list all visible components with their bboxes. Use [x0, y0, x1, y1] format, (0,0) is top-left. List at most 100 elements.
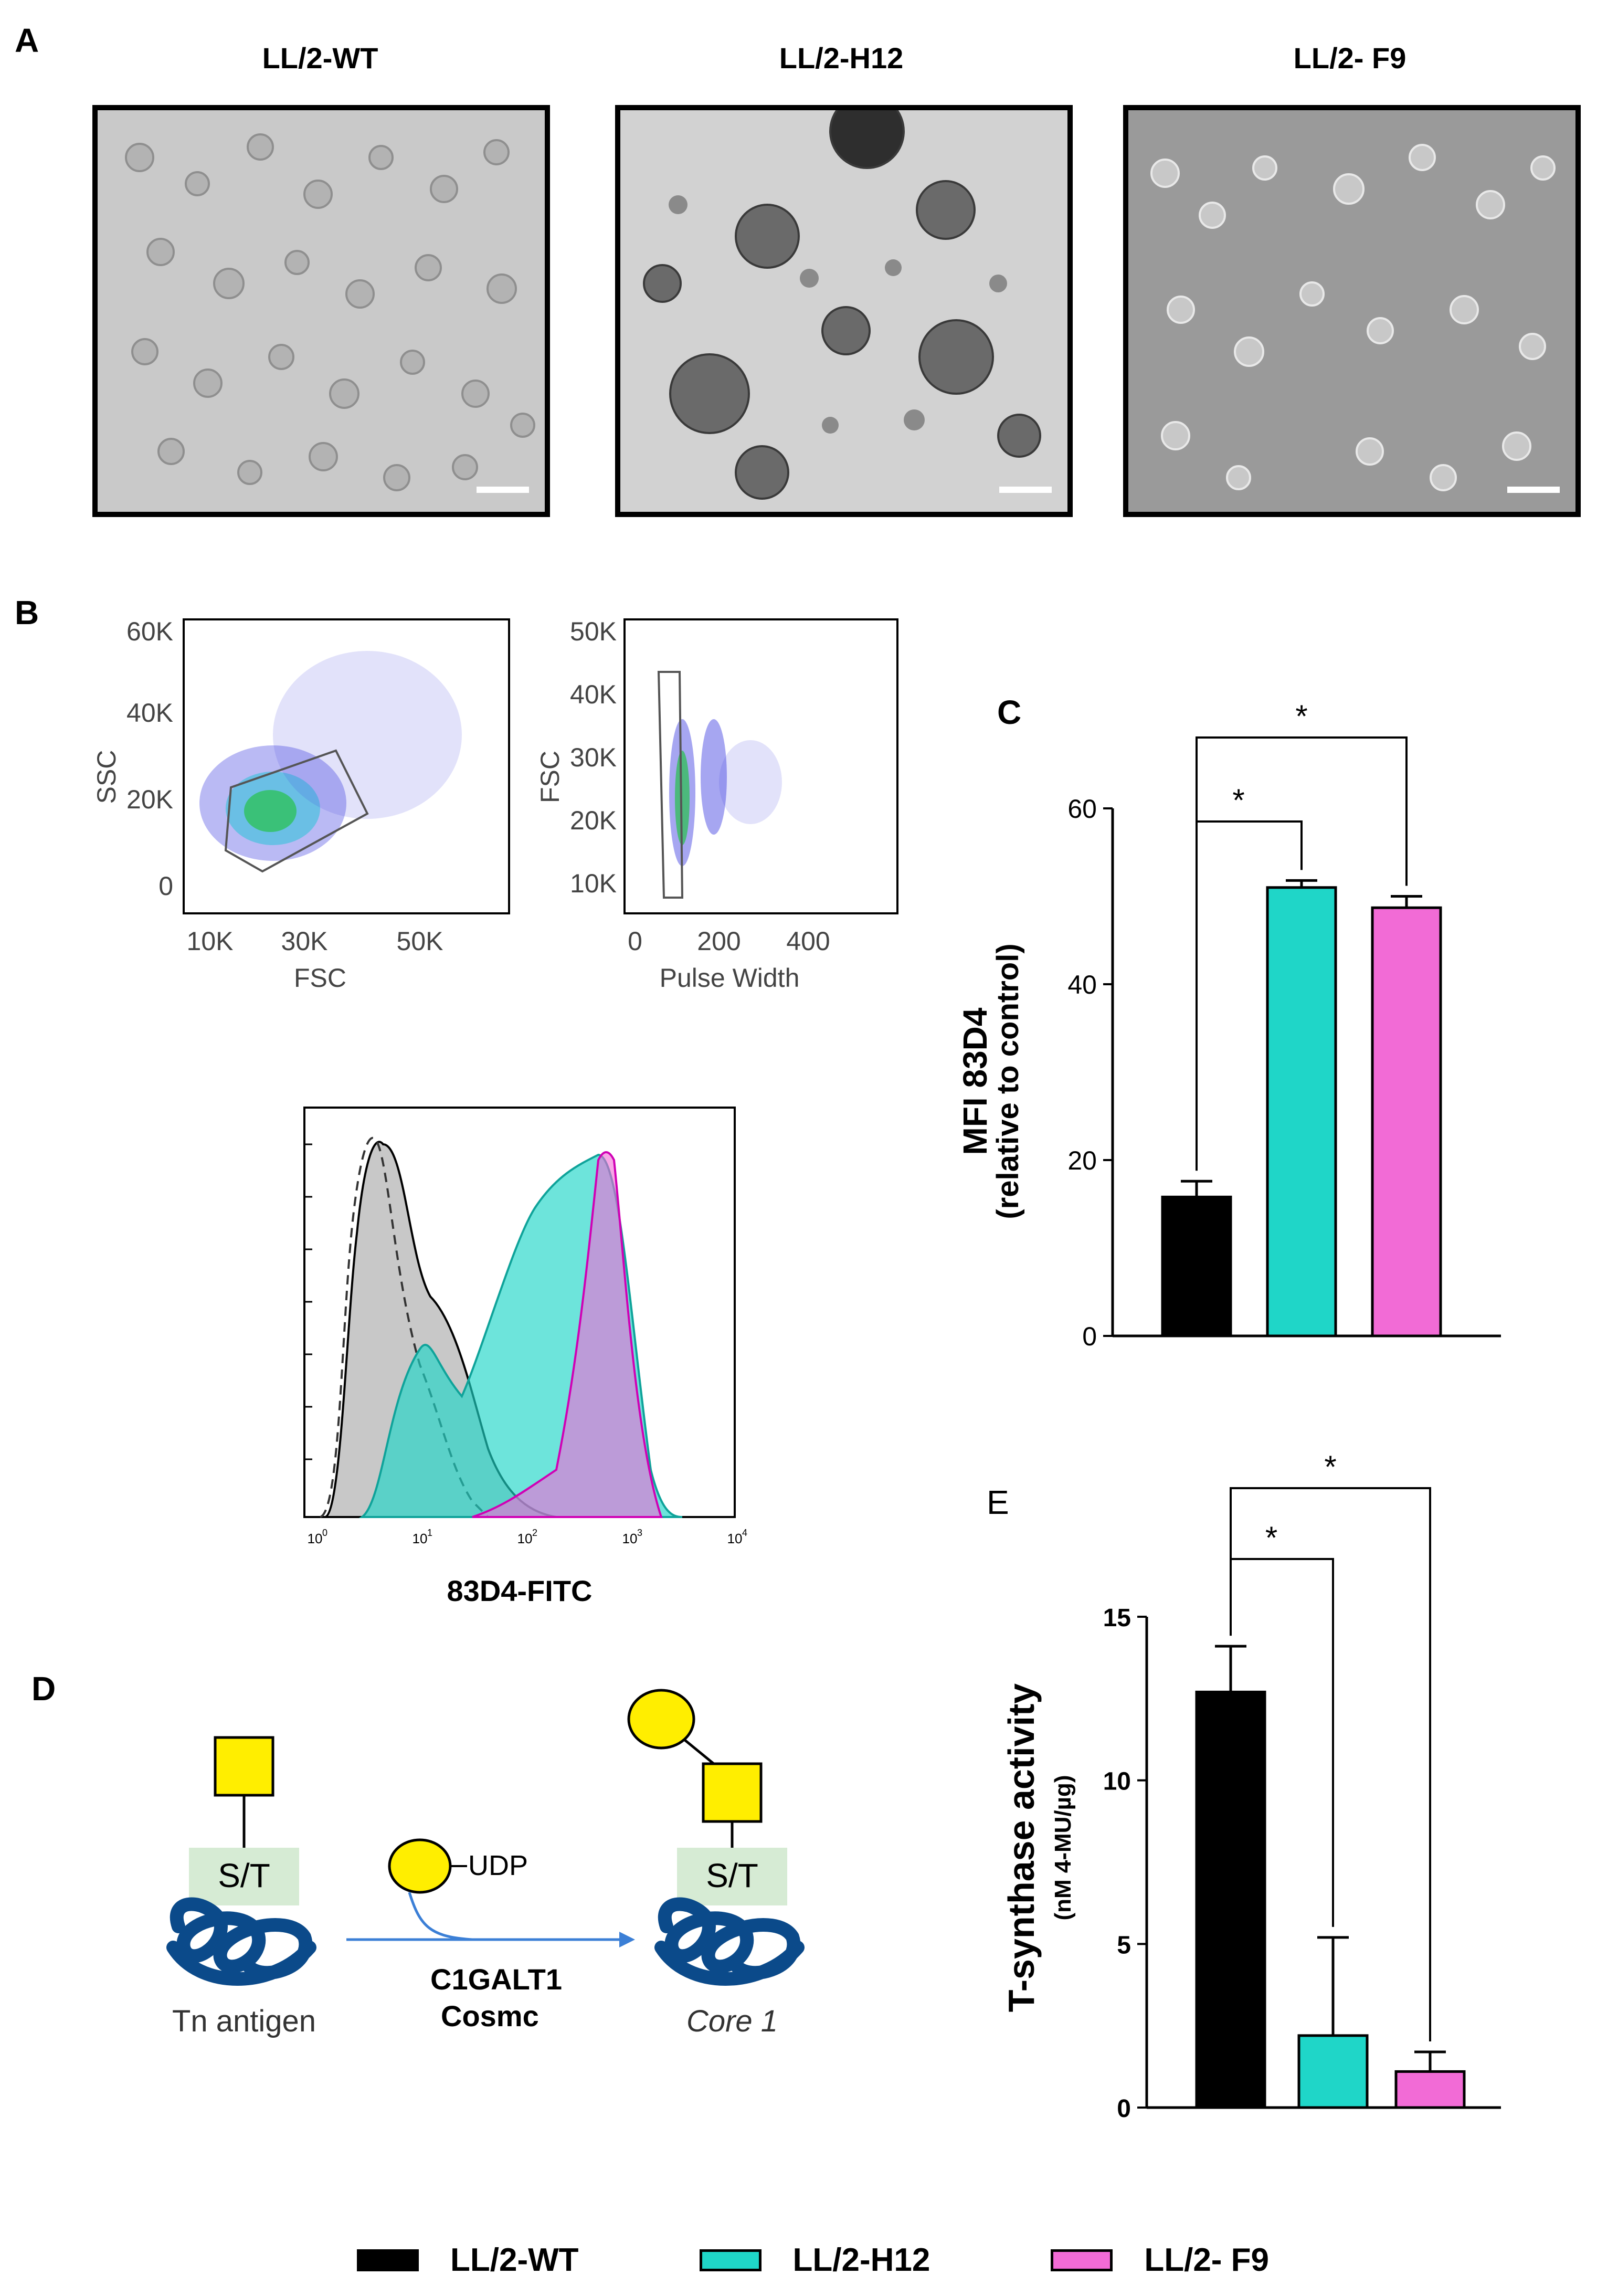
scatter-cloud: [669, 719, 782, 866]
micrograph-h12: [615, 105, 1073, 517]
micrograph-title-wt: LL/2-WT: [262, 41, 378, 75]
glycosylation-diagram: S/T Tn antigen UDP C1GALT1 Cosmc S/T Cor…: [166, 1689, 805, 2038]
scale-bar: [477, 487, 529, 493]
ytick: 30K: [570, 743, 617, 772]
significance-star: *: [1324, 1449, 1336, 1484]
st-box: [677, 1848, 787, 1905]
enzyme-cosmc: Cosmc: [441, 1999, 539, 2032]
micrograph-wt-image: [98, 110, 545, 512]
st-label: S/T: [706, 1857, 758, 1894]
y-axis-label: SSC: [92, 750, 121, 804]
legend-item-wt: LL/2-WT: [357, 2241, 579, 2279]
flow-histogram: 10 10 10 10 10 0 1 2 3 4 83D4-FITC: [303, 1107, 747, 1607]
chart-c: 0 20 40 60 * * MFI 83D4(relative to control): [956, 699, 1501, 1351]
y-tick-label: 0: [1082, 1322, 1097, 1351]
gate-polygon: [657, 671, 684, 899]
y-tick-label: 10: [1103, 1768, 1131, 1796]
flow-plot-fsc-pulse: 50K 40K 30K 20K 10K 0 200 400 Pulse Widt…: [535, 617, 898, 993]
tn-antigen-label: Tn antigen: [172, 2004, 316, 2038]
ytick: 60K: [126, 617, 173, 646]
bar-0: [1195, 1690, 1266, 2109]
significance-star: *: [1265, 1520, 1277, 1555]
galactose-circle: [388, 1838, 452, 1894]
xtick: 10: [308, 1531, 323, 1546]
xtick-exponent: 0: [322, 1528, 327, 1538]
xtick: 10K: [187, 926, 234, 956]
ytick: 0: [158, 871, 173, 901]
ytick: 10K: [570, 869, 617, 898]
bar-1: [1297, 2034, 1369, 2109]
chart-e: 0 5 10 15 * * T-synthase activity (nM 4-MU/µg): [1001, 1449, 1501, 2123]
legend: LL/2-WT LL/2-H12 LL/2- F9: [357, 2241, 1269, 2279]
xtick-exponent: 3: [637, 1528, 642, 1538]
micrograph-h12-image: [620, 110, 1067, 512]
xtick: 50K: [397, 926, 443, 956]
ytick: 50K: [570, 617, 617, 646]
y-tick-label: 20: [1067, 1146, 1097, 1175]
y-tick-label: 5: [1117, 1931, 1131, 1959]
xtick: 400: [786, 926, 830, 956]
core1-label: Core 1: [686, 2004, 778, 2038]
scale-bar: [999, 487, 1052, 493]
micrograph-f9: [1123, 105, 1581, 517]
y-tick-label: 60: [1067, 794, 1097, 824]
legend-label: LL/2- F9: [1144, 2242, 1270, 2278]
y-tick-label: 15: [1103, 1604, 1131, 1632]
legend-label: LL/2-WT: [450, 2242, 579, 2278]
micrograph-title-f9: LL/2- F9: [1293, 41, 1406, 75]
panel-label-c: C: [997, 693, 1022, 731]
xtick: 0: [628, 926, 642, 956]
ytick: 20K: [570, 806, 617, 835]
y-axis-label-sub: (relative to control): [991, 943, 1025, 1219]
micrograph-f9-image: [1128, 110, 1575, 512]
panel-label-d: D: [31, 1670, 56, 1708]
x-axis-label: 83D4-FITC: [447, 1574, 593, 1607]
micrograph-title-h12: LL/2-H12: [779, 41, 904, 75]
significance-bracket: [1196, 736, 1408, 886]
ytick: 40K: [126, 698, 173, 728]
significance-bracket: [1196, 820, 1303, 1171]
y-tick-label: 40: [1067, 970, 1097, 999]
panel-label-e: E: [987, 1483, 1009, 1521]
y-axis-label: MFI 83D4: [956, 1007, 994, 1155]
xtick: 10: [727, 1531, 743, 1546]
galactose-circle: [627, 1689, 695, 1750]
st-label: S/T: [218, 1857, 270, 1894]
legend-swatch: [1051, 2249, 1113, 2271]
panel-label-b: B: [15, 594, 39, 631]
reaction-curve: [408, 1892, 473, 1941]
protein-coil: [654, 1897, 805, 1986]
y-axis-label: FSC: [535, 751, 565, 803]
legend-swatch: [357, 2249, 419, 2271]
xtick: 30K: [281, 926, 328, 956]
xtick-exponent: 2: [532, 1528, 537, 1538]
galnac-square: [702, 1762, 763, 1823]
significance-bracket: [1230, 1558, 1334, 1927]
protein-coil: [166, 1897, 316, 1986]
significance-star: *: [1232, 783, 1244, 818]
scale-bar: [1507, 487, 1560, 493]
ytick: 20K: [126, 785, 173, 814]
plot-frame: [623, 618, 898, 914]
bar-2: [1371, 906, 1442, 1337]
y-axis-label: T-synthase activity: [1001, 1683, 1042, 2012]
x-axis-label: FSC: [294, 963, 346, 993]
ytick: 40K: [570, 680, 617, 709]
xtick: 10: [413, 1531, 428, 1546]
st-box: [189, 1848, 299, 1905]
x-axis-label: Pulse Width: [660, 963, 800, 993]
flow-plot-ssc-fsc: 60K 40K 20K 0 10K 30K 50K FSC SSC: [92, 617, 510, 993]
panel-label-a: A: [15, 22, 39, 59]
significance-star: *: [1295, 699, 1307, 734]
bar-0: [1161, 1195, 1232, 1337]
y-tick-label: 0: [1117, 2095, 1131, 2123]
udp-label: UDP: [468, 1850, 528, 1881]
legend-item-f9: LL/2- F9: [1051, 2241, 1269, 2279]
significance-bracket: [1230, 1487, 1431, 2042]
xtick-exponent: 4: [742, 1528, 747, 1538]
hist-f9: [472, 1151, 663, 1518]
legend-item-h12: LL/2-H12: [699, 2241, 930, 2279]
xtick-exponent: 1: [427, 1528, 432, 1538]
plot-frame: [183, 618, 510, 914]
legend-swatch: [699, 2249, 762, 2271]
